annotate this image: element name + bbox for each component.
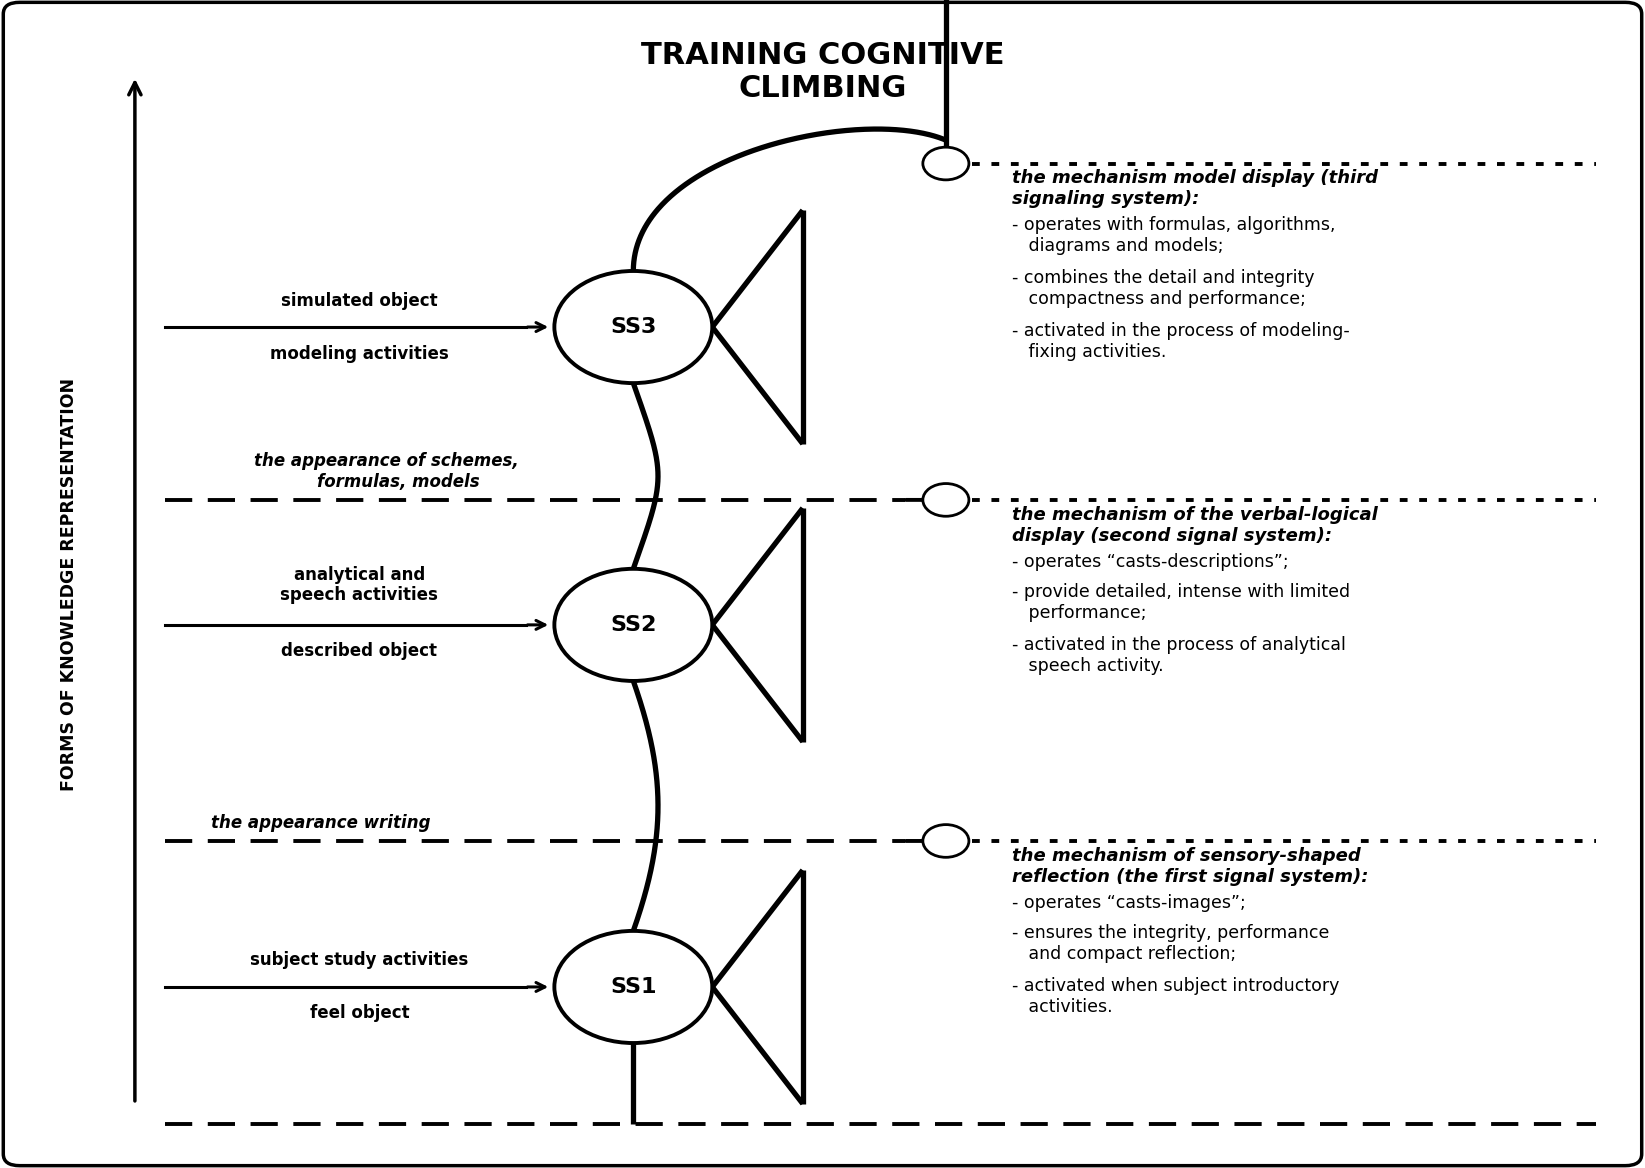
Text: - activated in the process of analytical
   speech activity.: - activated in the process of analytical… <box>1012 637 1346 675</box>
Text: - provide detailed, intense with limited
   performance;: - provide detailed, intense with limited… <box>1012 583 1351 623</box>
Text: - activated in the process of modeling-
   fixing activities.: - activated in the process of modeling- … <box>1012 322 1349 361</box>
Text: - ensures the integrity, performance
   and compact reflection;: - ensures the integrity, performance and… <box>1012 924 1329 964</box>
Circle shape <box>554 931 712 1043</box>
FancyBboxPatch shape <box>3 2 1642 1166</box>
Text: simulated object: simulated object <box>281 292 438 310</box>
Text: described object: described object <box>281 642 438 660</box>
Text: - activated when subject introductory
   activities.: - activated when subject introductory ac… <box>1012 978 1339 1016</box>
Circle shape <box>554 569 712 681</box>
Text: analytical and
speech activities: analytical and speech activities <box>281 565 438 604</box>
Text: the appearance of schemes,
    formulas, models: the appearance of schemes, formulas, mod… <box>255 452 518 491</box>
Text: SS3: SS3 <box>610 317 656 338</box>
Circle shape <box>923 484 969 516</box>
Text: FORMS OF KNOWLEDGE REPRESENTATION: FORMS OF KNOWLEDGE REPRESENTATION <box>61 377 77 791</box>
Text: subject study activities: subject study activities <box>250 952 469 969</box>
Text: - operates “casts-images”;: - operates “casts-images”; <box>1012 894 1245 912</box>
Circle shape <box>923 825 969 857</box>
Text: - operates “casts-descriptions”;: - operates “casts-descriptions”; <box>1012 552 1288 571</box>
Text: - combines the detail and integrity
   compactness and performance;: - combines the detail and integrity comp… <box>1012 270 1314 308</box>
Text: feel object: feel object <box>309 1004 410 1022</box>
Text: the appearance writing: the appearance writing <box>211 814 431 832</box>
Circle shape <box>923 147 969 180</box>
Text: modeling activities: modeling activities <box>270 345 449 362</box>
Text: the mechanism of the verbal-logical
display (second signal system):: the mechanism of the verbal-logical disp… <box>1012 506 1377 544</box>
Text: the mechanism of sensory-shaped
reflection (the first signal system):: the mechanism of sensory-shaped reflecti… <box>1012 847 1369 885</box>
Text: SS1: SS1 <box>610 976 656 997</box>
Text: - operates with formulas, algorithms,
   diagrams and models;: - operates with formulas, algorithms, di… <box>1012 216 1336 256</box>
Text: TRAINING COGNITIVE
CLIMBING: TRAINING COGNITIVE CLIMBING <box>642 41 1003 104</box>
Text: the mechanism model display (third
signaling system):: the mechanism model display (third signa… <box>1012 169 1377 208</box>
Text: SS2: SS2 <box>610 614 656 635</box>
Circle shape <box>554 271 712 383</box>
